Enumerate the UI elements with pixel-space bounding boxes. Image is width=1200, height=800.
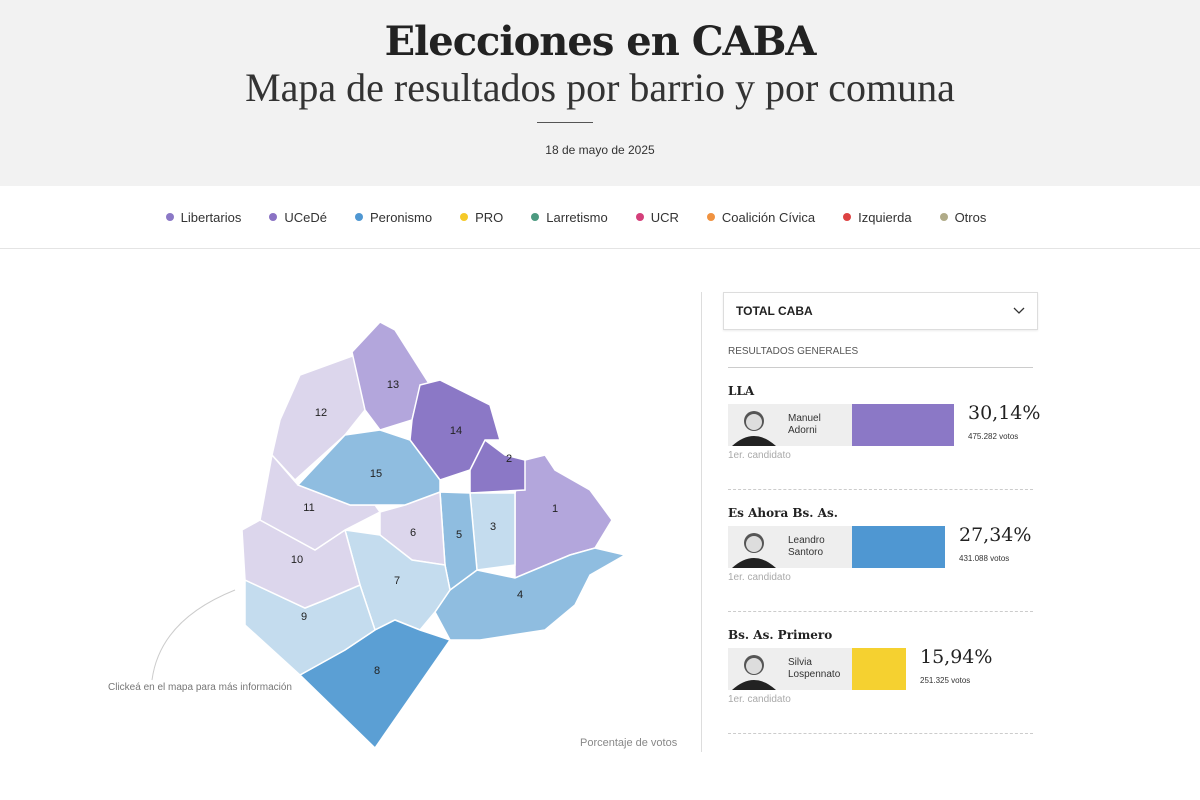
vote-bar: [852, 404, 954, 446]
comuna-15[interactable]: [296, 429, 441, 506]
comuna-label: 12: [315, 407, 327, 419]
legend-item: Izquierda: [843, 210, 912, 225]
legend-item: PRO: [460, 210, 503, 225]
vote-count: 251.325 votos: [920, 676, 971, 685]
legend-item: UCeDé: [269, 210, 327, 225]
page-subtitle: Mapa de resultados por barrio y por comu…: [245, 65, 955, 110]
divider: [537, 122, 593, 123]
party-name: Bs. As. Primero: [728, 628, 833, 642]
legend-item: Libertarios: [165, 210, 241, 225]
header: Elecciones en CABA Mapa de resultados po…: [0, 0, 1200, 186]
legend-dot-icon: [165, 213, 174, 221]
comuna-label: 3: [490, 521, 496, 533]
legend-dot-icon: [706, 213, 715, 221]
legend-dot-icon: [460, 213, 469, 221]
comuna-14[interactable]: [409, 379, 501, 481]
legend-item: Coalición Cívica: [706, 210, 815, 225]
legend-dot-icon: [635, 213, 644, 221]
candidate-name: Leandro Santoro: [780, 526, 852, 568]
candidate-photo: [728, 526, 780, 568]
comuna-label: 4: [517, 589, 523, 601]
vote-count: 475.282 votos: [968, 432, 1019, 441]
candidate-photo: [728, 648, 780, 690]
legend-item: Larretismo: [531, 210, 608, 225]
comuna-label: 10: [291, 554, 303, 566]
legend-dot-icon: [531, 213, 540, 221]
page-title: Elecciones en CABA: [384, 18, 817, 65]
legend-dot-icon: [269, 213, 278, 221]
legend-dot-icon: [939, 213, 948, 221]
candidate-name: Manuel Adorni: [780, 404, 852, 446]
map-footer: Porcentaje de votos: [580, 737, 678, 749]
vote-percent: 30,14%: [968, 402, 1041, 424]
candidate-name: Silvia Lospennato: [780, 648, 852, 690]
legend-dot-icon: [354, 213, 363, 221]
candidate-rank: 1er. candidato: [728, 450, 791, 461]
map-hint: Clickeá en el mapa para más información: [108, 682, 292, 693]
region-select[interactable]: TOTAL CABA: [723, 292, 1038, 330]
section-label: RESULTADOS GENERALES: [728, 346, 1033, 368]
comuna-label: 11: [303, 502, 314, 514]
party-name: LLA: [728, 384, 755, 398]
comuna-label: 13: [387, 379, 399, 391]
hint-connector: [151, 589, 236, 681]
results-panel: TOTAL CABA RESULTADOS GENERALES LLA Manu…: [723, 292, 1040, 734]
date: 18 de mayo de 2025: [545, 143, 655, 157]
comuna-label: 9: [301, 611, 307, 623]
vote-percent: 27,34%: [959, 524, 1032, 546]
comuna-label: 8: [374, 665, 380, 677]
comuna-label: 6: [410, 527, 416, 539]
legend-dot-icon: [843, 213, 852, 221]
comuna-label: 5: [456, 529, 462, 541]
legend-item: Otros: [939, 210, 986, 225]
vote-bar: [852, 526, 945, 568]
party-name: Es Ahora Bs. As.: [728, 506, 838, 520]
comuna-label: 14: [450, 425, 462, 437]
candidate-card: Bs. As. Primero Silvia Lospennato 15,94% …: [728, 612, 1033, 734]
legend-item: Peronismo: [354, 210, 432, 225]
comuna-label: 7: [394, 575, 400, 587]
comuna-label: 15: [370, 468, 382, 480]
candidate-rank: 1er. candidato: [728, 572, 791, 583]
legend-item: UCR: [635, 210, 679, 225]
chevron-down-icon: [1013, 304, 1025, 318]
candidate-card: LLA Manuel Adorni 30,14% 475.282 votos 1e…: [728, 368, 1040, 490]
comuna-label: 1: [552, 503, 558, 515]
candidate-rank: 1er. candidato: [728, 694, 791, 705]
party-legend: Libertarios UCeDé Peronismo PRO Larretismo UC…: [0, 186, 1200, 249]
region-select-value: TOTAL CABA: [736, 304, 813, 318]
candidate-card: Es Ahora Bs. As. Leandro Santoro 27,34% 4…: [728, 490, 1033, 612]
vote-bar: [852, 648, 906, 690]
divider: [701, 292, 702, 752]
vote-percent: 15,94%: [920, 646, 993, 668]
candidate-photo: [728, 404, 780, 446]
comuna-label: 2: [506, 453, 512, 465]
vote-count: 431.088 votos: [959, 554, 1010, 563]
